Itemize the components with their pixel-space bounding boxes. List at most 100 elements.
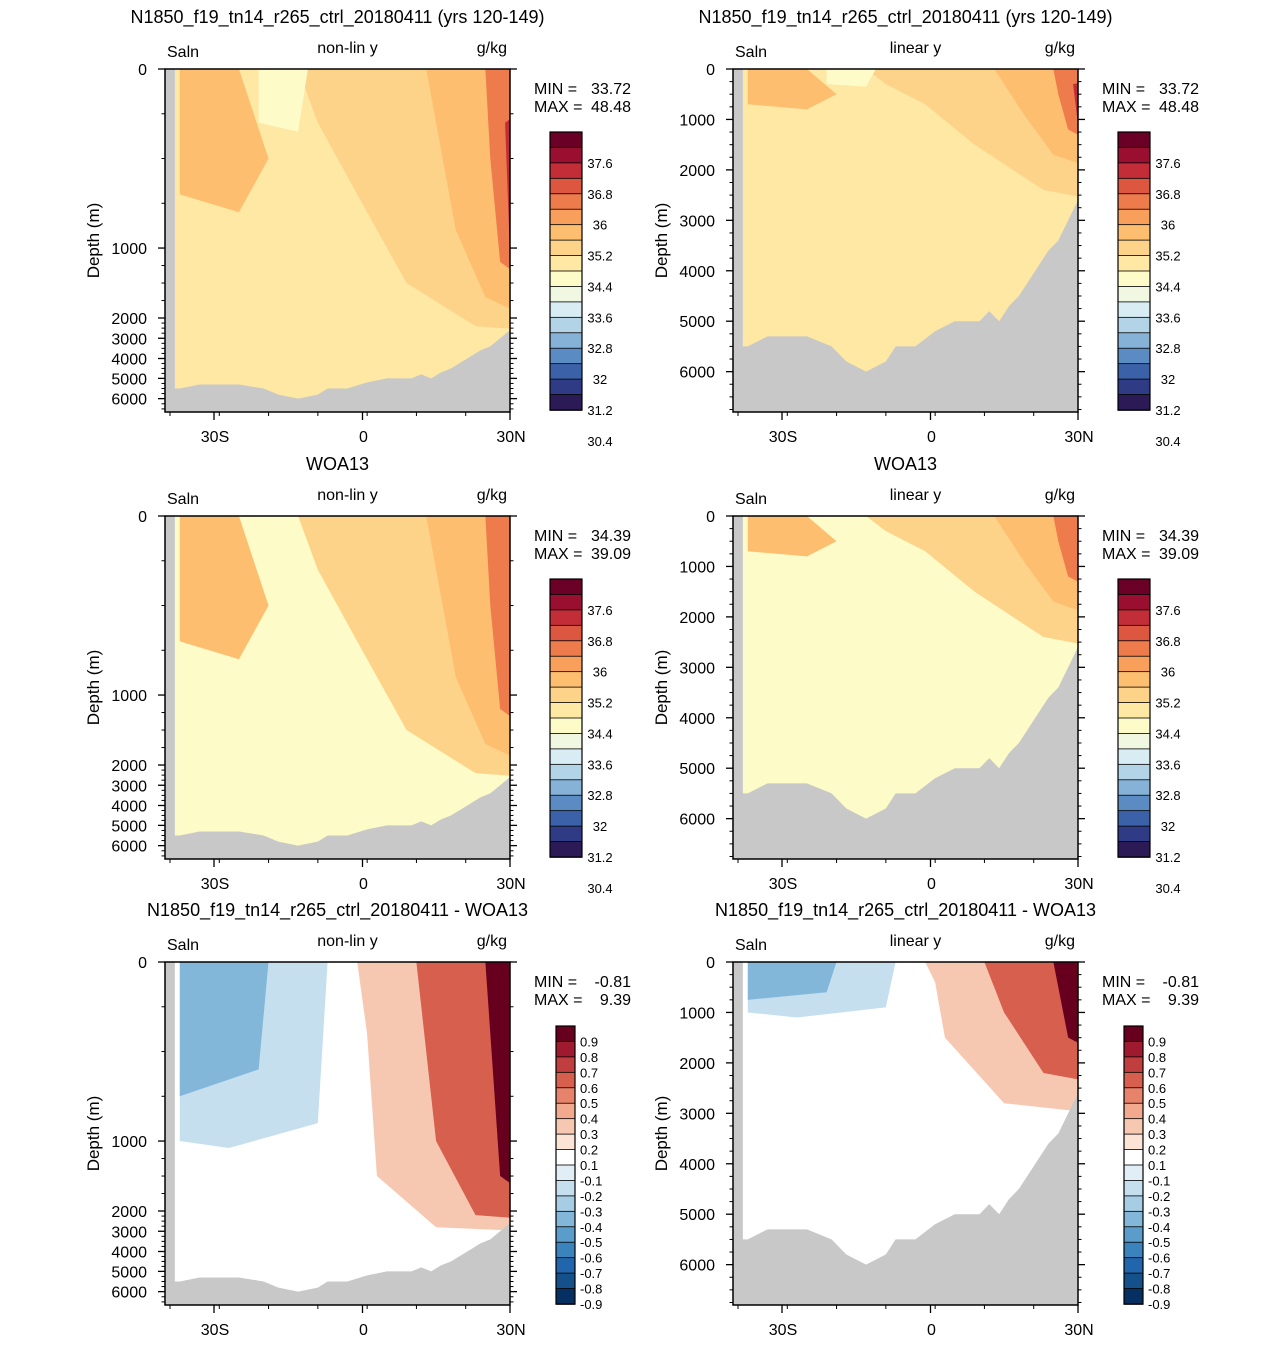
colorbar-frame xyxy=(549,131,583,411)
colorbar-swatch xyxy=(549,224,583,241)
colorbar-label: 0.2 xyxy=(1148,1143,1166,1158)
difference-contour xyxy=(485,962,510,1184)
plot-area xyxy=(733,69,1078,412)
max-value: 9.39 xyxy=(1168,992,1199,1009)
colorbar-label: 32 xyxy=(1161,819,1175,834)
colorbar-label: 37.6 xyxy=(1155,603,1180,618)
colorbar-swatch xyxy=(555,1149,576,1166)
salinity-contour xyxy=(1053,516,1078,582)
y-axis-label: Depth (m) xyxy=(652,203,671,279)
colorbar-label: 31.2 xyxy=(1155,403,1180,418)
colorbar-swatch xyxy=(1117,193,1151,211)
colorbar-swatch xyxy=(549,316,583,334)
colorbar-swatch xyxy=(549,301,583,319)
colorbar-swatch xyxy=(549,394,583,411)
min-label: MIN = xyxy=(534,528,577,545)
salinity-contour xyxy=(1053,69,1078,135)
y-tick-label: 6000 xyxy=(111,392,147,409)
colorbar-label: 36.8 xyxy=(1155,634,1180,649)
x-tick-label: 0 xyxy=(927,876,936,893)
colorbar-swatch xyxy=(555,1071,576,1089)
salinity-contour xyxy=(826,69,876,87)
y-tick-label: 5000 xyxy=(111,371,147,388)
x-tick-label: 30N xyxy=(496,1322,525,1339)
panel-title: N1850_f19_tn14_r265_ctrl_20180411 - WOA1… xyxy=(147,900,528,921)
colorbar-swatch xyxy=(555,1226,576,1244)
max-label: MAX = xyxy=(534,546,582,563)
y-tick-label: 0 xyxy=(138,955,147,972)
colorbar-swatch xyxy=(1117,131,1151,149)
colorbar-label: 0.6 xyxy=(580,1081,598,1096)
colorbar: 37.6 36.8 36 35.2 34.4 33.6 32.8 32 31.2 30.4 xyxy=(1117,131,1181,449)
colorbar-swatch xyxy=(1117,810,1151,827)
colorbar-swatch xyxy=(549,733,583,750)
colorbar-label: -0.3 xyxy=(1148,1204,1170,1219)
plot-frame xyxy=(164,515,511,860)
colorbar-label: 0.6 xyxy=(1148,1081,1166,1096)
plot-area xyxy=(165,69,510,412)
colorbar-swatch xyxy=(1123,1164,1144,1182)
colorbar-swatch xyxy=(1117,763,1151,781)
y-tick-label: 4000 xyxy=(679,264,715,281)
colorbar-label: -0.7 xyxy=(1148,1266,1170,1281)
units-label: g/kg xyxy=(1045,933,1075,950)
units-label: g/kg xyxy=(1045,40,1075,57)
x-tick-label: 0 xyxy=(359,429,368,446)
y-scale-label: non-lin y xyxy=(317,487,377,504)
colorbar-swatch xyxy=(1117,224,1151,241)
colorbar-label: 0.4 xyxy=(580,1112,598,1127)
min-value: 34.39 xyxy=(591,528,631,545)
colorbar-swatch xyxy=(1117,702,1151,719)
difference-contour xyxy=(416,962,510,1218)
colorbar-swatch xyxy=(1117,717,1151,735)
colorbar-swatch xyxy=(549,624,583,642)
salinity-contour xyxy=(505,119,510,256)
x-tick-label: 30N xyxy=(1064,429,1093,446)
colorbar-label: 0.1 xyxy=(1148,1158,1166,1173)
plot-frame xyxy=(732,68,1079,413)
y-tick-label: 5000 xyxy=(111,1264,147,1281)
colorbar-label: -0.6 xyxy=(1148,1251,1170,1266)
colorbar-swatch xyxy=(549,208,583,226)
colorbar-label: 35.2 xyxy=(1155,696,1180,711)
colorbar-label: -0.1 xyxy=(580,1173,602,1188)
colorbar-swatch xyxy=(1123,1041,1144,1058)
colorbar-swatch xyxy=(1123,1180,1144,1197)
min-label: MIN = xyxy=(1102,81,1145,98)
colorbar-swatch xyxy=(549,763,583,781)
colorbar-swatch xyxy=(555,1210,576,1228)
colorbar-swatch xyxy=(1117,671,1151,688)
max-value: 48.48 xyxy=(1159,99,1199,116)
colorbar-swatch xyxy=(1117,239,1151,257)
land-mask xyxy=(733,69,1078,412)
min-value: 33.72 xyxy=(591,81,631,98)
y-tick-label: 2000 xyxy=(111,311,147,328)
salinity-contour xyxy=(485,516,510,717)
panel-4: WOA13 Saln linear y g/kg 0 1000 2000 3000 4000 50… xyxy=(652,454,1199,896)
colorbar-swatch xyxy=(549,594,583,611)
colorbar-label: 33.6 xyxy=(1155,310,1180,325)
y-axis-label: Depth (m) xyxy=(84,203,103,279)
max-label: MAX = xyxy=(1102,546,1150,563)
y-tick-label: 1000 xyxy=(679,1005,715,1022)
units-label: g/kg xyxy=(1045,487,1075,504)
y-scale-label: non-lin y xyxy=(317,40,377,57)
colorbar-swatch xyxy=(549,162,583,180)
y-axis-label: Depth (m) xyxy=(84,650,103,726)
colorbar-label: 36 xyxy=(1161,218,1175,233)
variable-label: Saln xyxy=(167,937,199,954)
y-axis-label: Depth (m) xyxy=(84,1096,103,1172)
colorbar-label: -0.2 xyxy=(1148,1189,1170,1204)
y-tick-label: 5000 xyxy=(111,818,147,835)
colorbar-frame xyxy=(555,1025,576,1305)
y-tick-label: 0 xyxy=(706,509,715,526)
colorbar-label: 0.7 xyxy=(1148,1065,1166,1080)
y-tick-label: 4000 xyxy=(111,798,147,815)
x-tick-label: 30S xyxy=(769,429,797,446)
min-label: MIN = xyxy=(534,81,577,98)
colorbar-swatch xyxy=(1117,394,1151,411)
colorbar-swatch xyxy=(1123,1133,1144,1151)
colorbar-swatch xyxy=(555,1288,576,1305)
max-label: MAX = xyxy=(1102,99,1150,116)
